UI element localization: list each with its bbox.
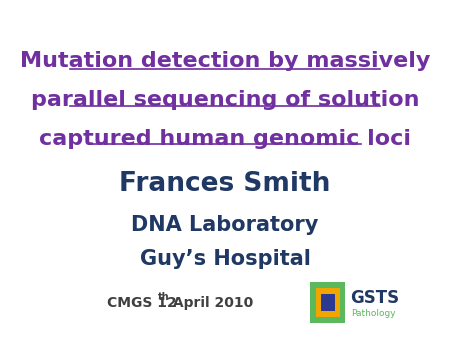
Text: April 2010: April 2010 — [167, 295, 253, 310]
Text: Guy’s Hospital: Guy’s Hospital — [140, 248, 310, 269]
Bar — [320, 294, 335, 311]
Text: GSTS: GSTS — [350, 289, 399, 307]
Text: Mutation detection by massively: Mutation detection by massively — [20, 51, 430, 71]
Bar — [316, 288, 340, 317]
Text: th: th — [158, 292, 170, 302]
Text: captured human genomic loci: captured human genomic loci — [39, 128, 411, 149]
Text: CMGS 12: CMGS 12 — [107, 295, 176, 310]
Text: DNA Laboratory: DNA Laboratory — [131, 215, 319, 235]
Text: parallel sequencing of solution: parallel sequencing of solution — [31, 90, 419, 110]
Text: Frances Smith: Frances Smith — [119, 171, 331, 197]
Text: Pathology: Pathology — [351, 309, 396, 318]
Bar — [310, 282, 346, 323]
